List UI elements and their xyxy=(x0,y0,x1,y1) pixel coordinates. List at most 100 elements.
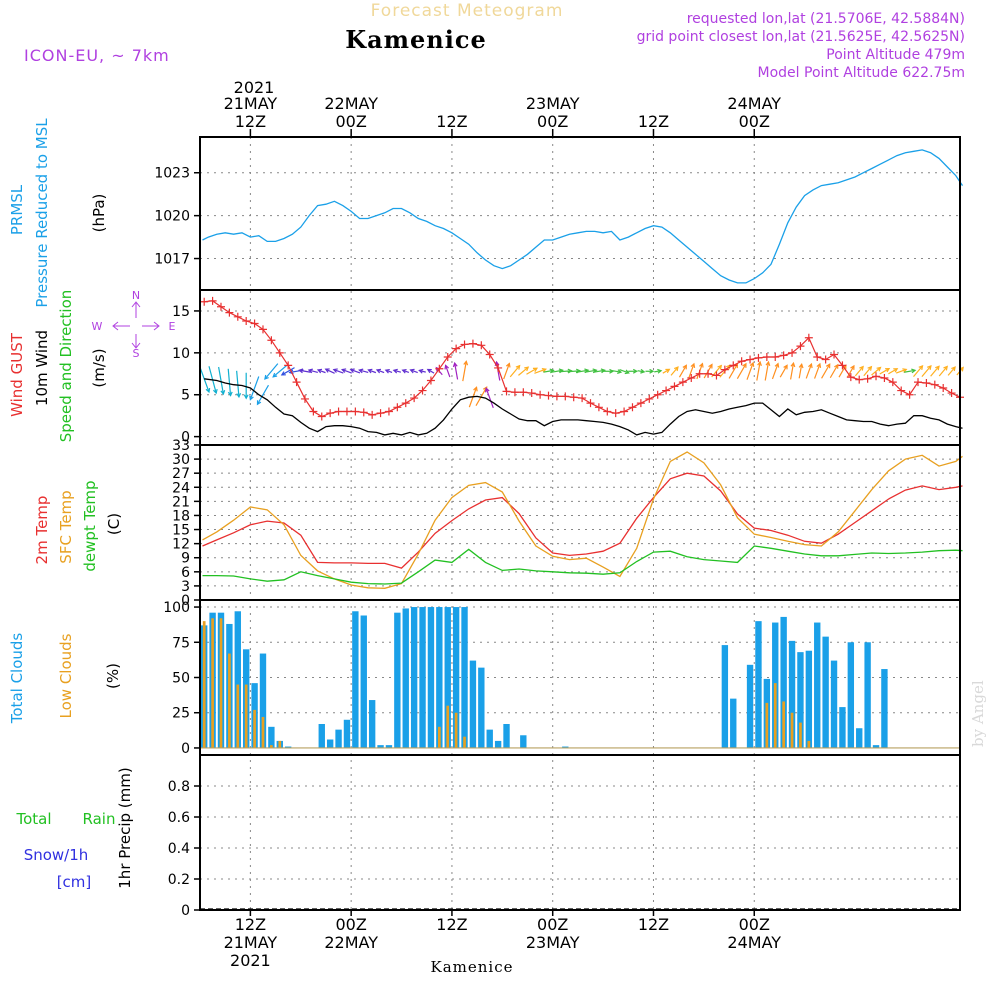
low-cloud-bar xyxy=(437,726,441,748)
wind-arrow-head xyxy=(463,360,469,366)
wind-arrow-head xyxy=(272,372,278,378)
wind-arrow xyxy=(368,369,377,374)
total-cloud-bar xyxy=(469,660,477,748)
gust-marker xyxy=(208,296,217,305)
wind-arrow xyxy=(236,370,240,397)
gust-marker xyxy=(300,394,309,403)
gust-marker xyxy=(678,378,687,387)
wind-arrow xyxy=(888,368,898,375)
total-cloud-bar xyxy=(503,724,510,748)
wind-arrow-head xyxy=(798,362,804,369)
gust-marker xyxy=(729,361,738,370)
compass-south: S xyxy=(133,347,140,360)
gust-marker xyxy=(720,365,729,374)
wind-arrow xyxy=(325,368,335,374)
wind-arrow-head xyxy=(657,368,663,374)
y-tick-label: 18 xyxy=(172,508,190,524)
wind-arrow xyxy=(838,365,847,378)
wind-arrow-head xyxy=(918,364,924,370)
total-cloud-bar xyxy=(394,612,401,748)
footer-location: Kamenice xyxy=(431,958,514,976)
bottom-time-label: 12Z xyxy=(235,915,266,934)
total-cloud-bar xyxy=(326,739,334,748)
wind-arrow-head xyxy=(236,392,242,399)
label-wind-gust: Wind GUST xyxy=(8,332,26,417)
gust-marker xyxy=(292,378,301,387)
gust-marker xyxy=(536,390,545,399)
wind-arrow xyxy=(410,369,418,374)
label-wind-unit: (m/s) xyxy=(90,348,108,387)
wind-arrow-head xyxy=(392,368,398,374)
wind-arrow xyxy=(475,386,488,406)
label-snow: Snow/1h xyxy=(24,846,89,864)
gust-marker xyxy=(930,380,939,389)
total-cloud-bar xyxy=(268,726,275,748)
gust-marker xyxy=(620,407,629,416)
top-time-label: 00Z xyxy=(739,112,770,131)
wind-arrow-head xyxy=(264,374,269,380)
low-cloud-bar xyxy=(446,705,450,748)
total-cloud-bar xyxy=(839,707,846,748)
total-cloud-bar xyxy=(436,607,443,748)
gust-marker xyxy=(737,357,746,366)
wind-arrow xyxy=(308,369,318,374)
total-cloud-bar xyxy=(746,664,754,748)
gust-marker xyxy=(267,336,276,345)
label-total-clouds: Total Clouds xyxy=(8,633,26,725)
total-cloud-bar xyxy=(562,746,569,748)
wind-arrow xyxy=(610,369,622,373)
total-cloud-bar xyxy=(494,740,502,748)
wind-arrow xyxy=(317,369,326,374)
total-cloud-bar xyxy=(402,608,409,748)
label-prmsl-desc: Pressure Reduced to MSL xyxy=(33,118,51,308)
gust-marker xyxy=(418,386,427,395)
wind-arrow-head xyxy=(212,389,218,395)
wind-arrow-head xyxy=(316,368,323,374)
low-cloud-bar xyxy=(236,684,240,748)
y-tick-label: 0 xyxy=(181,741,190,757)
wind-arrow-head xyxy=(902,368,908,373)
wind-arrow-head xyxy=(418,368,424,374)
gust-marker xyxy=(326,409,335,418)
gust-marker xyxy=(863,374,872,383)
low-cloud-bar xyxy=(202,621,206,748)
wind-arrow-head xyxy=(850,364,855,370)
wind-arrow xyxy=(509,365,521,378)
gust-marker xyxy=(897,386,906,395)
wind-arrow xyxy=(272,365,287,378)
dewpoint-line xyxy=(202,545,963,585)
gust-marker xyxy=(502,387,511,396)
wind-arrow xyxy=(462,361,467,382)
gust-marker xyxy=(611,409,620,418)
gust-marker xyxy=(317,412,326,421)
wind-arrow xyxy=(249,376,260,400)
gust-marker xyxy=(746,355,755,364)
label-10m-wind: 10m Wind xyxy=(33,330,51,406)
y-tick-label: 12 xyxy=(172,537,190,553)
gust-marker xyxy=(216,302,225,311)
gust-marker xyxy=(888,378,897,387)
total-cloud-bar xyxy=(856,728,863,748)
wind-arrow xyxy=(662,368,670,374)
gust-marker xyxy=(242,317,251,325)
wind-arrow xyxy=(551,369,563,373)
wind-arrow-head xyxy=(808,362,813,369)
label-wind-speed-dir: Speed and Direction xyxy=(57,290,75,443)
bottom-time-label: 21MAY xyxy=(224,933,278,952)
location-title: Kamenice xyxy=(345,25,487,54)
wind-arrow-head xyxy=(834,363,839,369)
gust-marker xyxy=(368,410,377,419)
bottom-time-label: 12Z xyxy=(638,915,669,934)
label-snow-unit: [cm] xyxy=(57,873,92,891)
bottom-time-label: 00Z xyxy=(335,915,366,934)
wind-arrow-head xyxy=(783,364,788,370)
label-prmsl: PRMSL xyxy=(8,184,26,235)
wind-arrow xyxy=(619,369,629,374)
gust-marker xyxy=(527,389,536,398)
compass-east: E xyxy=(169,320,176,333)
wind-arrow-head xyxy=(367,368,373,374)
gust-marker xyxy=(603,407,612,416)
gust-marker xyxy=(687,373,696,382)
wind-arrow xyxy=(938,366,948,377)
